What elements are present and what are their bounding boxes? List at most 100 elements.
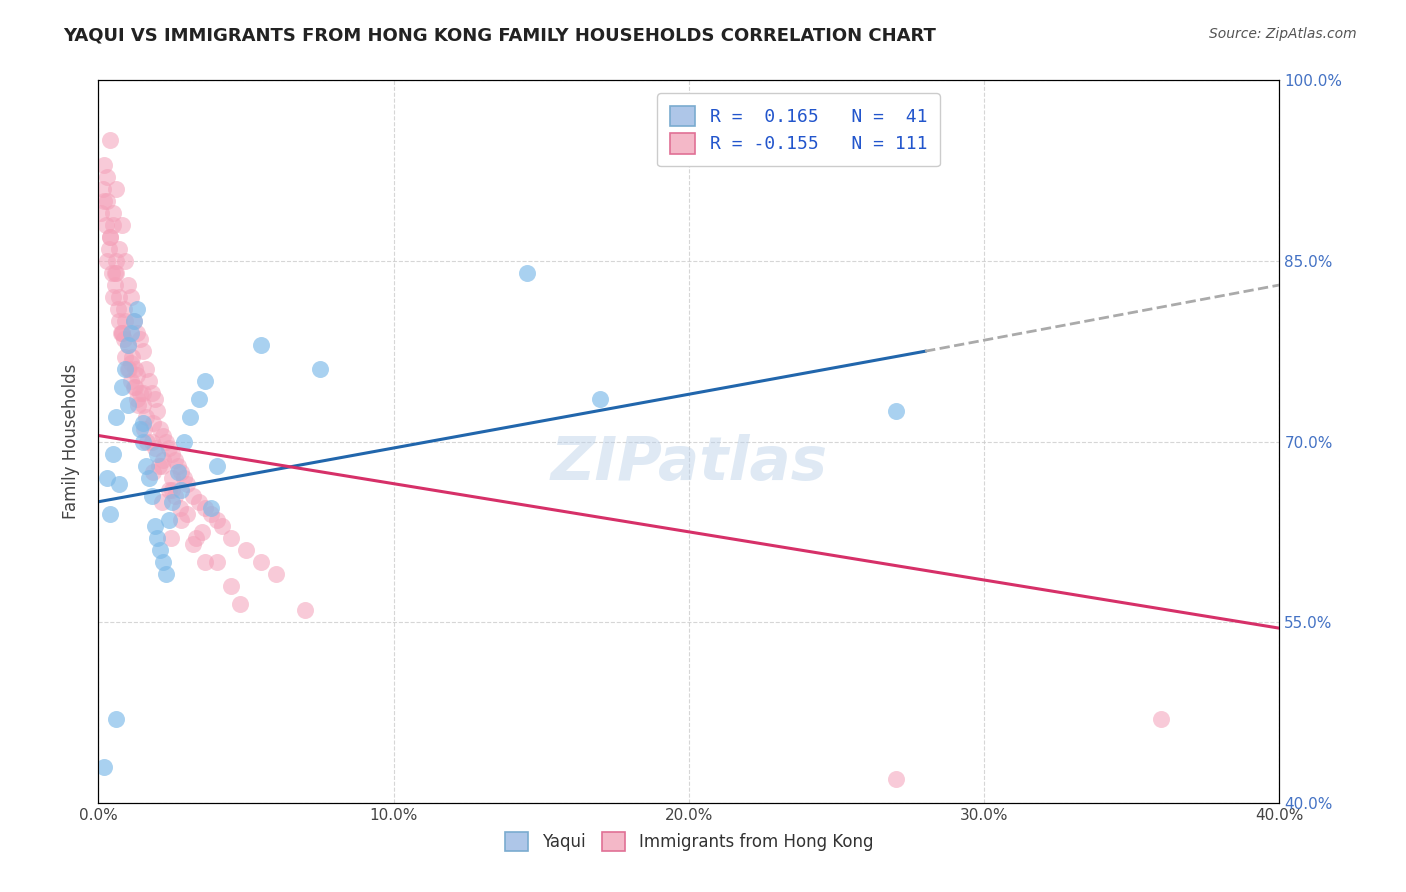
Point: [155, 567, 177, 582]
Point: [143, 519, 166, 533]
Point: [205, 458, 228, 473]
Point: [221, 579, 243, 593]
Point: [159, 531, 181, 545]
Point: [136, 434, 159, 449]
Point: [132, 344, 155, 359]
Point: [94, 218, 117, 232]
Point: [152, 428, 174, 442]
Point: [162, 494, 183, 508]
Point: [117, 338, 139, 352]
Point: [141, 489, 163, 503]
Point: [120, 290, 142, 304]
Point: [187, 392, 209, 407]
Point: [135, 362, 157, 376]
Point: [114, 362, 136, 376]
Point: [93, 157, 115, 171]
Point: [294, 603, 316, 617]
Point: [173, 434, 195, 449]
Point: [120, 326, 142, 341]
Text: YAQUI VS IMMIGRANTS FROM HONG KONG FAMILY HOUSEHOLDS CORRELATION CHART: YAQUI VS IMMIGRANTS FROM HONG KONG FAMIL…: [63, 27, 936, 45]
Point: [194, 555, 217, 569]
Point: [141, 434, 163, 449]
Point: [105, 181, 128, 195]
Point: [250, 338, 273, 352]
Point: [122, 314, 145, 328]
Point: [110, 326, 132, 341]
Point: [1150, 712, 1173, 726]
Point: [211, 519, 233, 533]
Point: [173, 471, 195, 485]
Point: [135, 458, 157, 473]
Point: [149, 423, 172, 437]
Point: [98, 229, 121, 244]
Point: [104, 266, 127, 280]
Point: [150, 458, 173, 473]
Point: [96, 194, 118, 208]
Point: [184, 531, 207, 545]
Point: [235, 542, 257, 557]
Point: [125, 301, 148, 317]
Point: [165, 489, 187, 503]
Point: [181, 537, 204, 551]
Point: [111, 326, 134, 341]
Point: [108, 290, 131, 304]
Point: [146, 446, 169, 460]
Point: [128, 386, 150, 401]
Point: [200, 507, 222, 521]
Point: [96, 253, 118, 268]
Point: [157, 483, 180, 497]
Point: [167, 458, 190, 473]
Point: [112, 301, 135, 317]
Point: [118, 362, 141, 376]
Point: [127, 398, 149, 412]
Point: [138, 375, 160, 389]
Point: [128, 332, 150, 346]
Point: [117, 338, 139, 352]
Point: [157, 441, 180, 455]
Text: ZIPatlas: ZIPatlas: [550, 434, 828, 492]
Point: [884, 772, 907, 786]
Point: [200, 500, 222, 515]
Point: [132, 417, 155, 431]
Point: [97, 242, 120, 256]
Point: [132, 398, 155, 412]
Point: [170, 465, 193, 479]
Point: [141, 386, 163, 401]
Point: [191, 524, 214, 539]
Y-axis label: Family Households: Family Households: [62, 364, 80, 519]
Point: [146, 404, 169, 418]
Point: [103, 290, 125, 304]
Point: [108, 314, 131, 328]
Point: [108, 242, 131, 256]
Point: [120, 356, 142, 370]
Point: [117, 362, 139, 376]
Point: [157, 513, 180, 527]
Point: [105, 266, 128, 280]
Point: [146, 531, 169, 545]
Point: [125, 368, 148, 383]
Point: [132, 386, 155, 401]
Point: [114, 350, 136, 364]
Point: [132, 434, 155, 449]
Point: [169, 500, 191, 515]
Point: [221, 531, 243, 545]
Point: [194, 375, 217, 389]
Point: [134, 423, 156, 437]
Point: [516, 266, 538, 280]
Point: [107, 301, 129, 317]
Point: [150, 494, 173, 508]
Point: [176, 507, 198, 521]
Point: [122, 380, 145, 394]
Point: [170, 513, 193, 527]
Point: [117, 277, 139, 292]
Point: [103, 218, 125, 232]
Point: [98, 507, 121, 521]
Point: [128, 423, 150, 437]
Point: [120, 375, 142, 389]
Point: [162, 446, 183, 460]
Point: [179, 410, 201, 425]
Point: [93, 194, 115, 208]
Point: [111, 326, 134, 341]
Point: [142, 417, 165, 431]
Point: [105, 253, 128, 268]
